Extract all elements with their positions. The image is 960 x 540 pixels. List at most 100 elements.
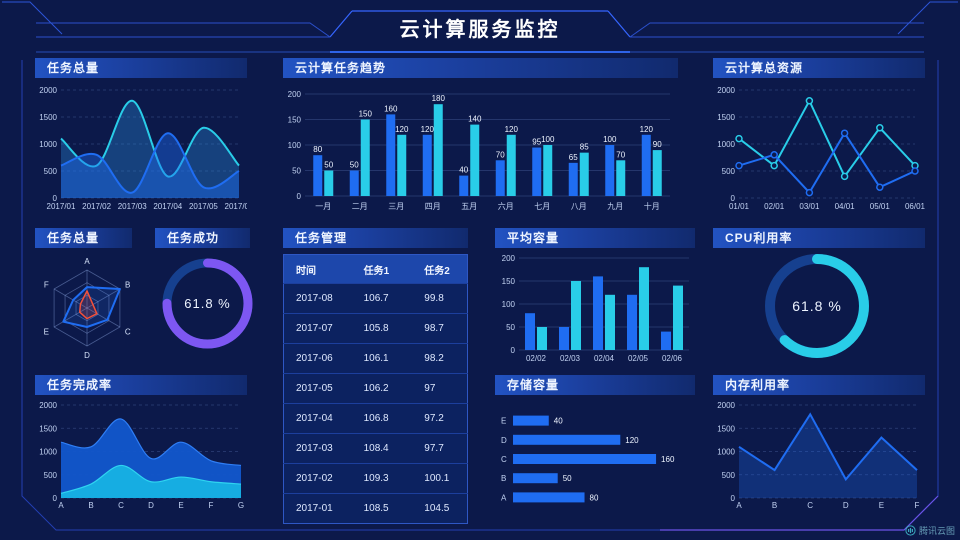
table-row: 2017-01 108.5 104.5: [283, 493, 468, 524]
table-cell: 104.5: [412, 493, 468, 524]
svg-text:2017/04: 2017/04: [153, 202, 182, 211]
svg-text:F: F: [44, 281, 49, 290]
table-cell: 106.8: [351, 403, 413, 434]
svg-text:02/04: 02/04: [594, 354, 615, 363]
table-cell: 2017-07: [283, 313, 352, 344]
svg-text:40: 40: [459, 166, 468, 175]
svg-text:D: D: [501, 436, 507, 445]
svg-text:02/02: 02/02: [526, 354, 547, 363]
panel-task-completion: 任务完成率 0 500 1000 1500 2000 A B C D E F G: [35, 375, 247, 511]
panel-title: 云计算任务趋势: [283, 58, 678, 78]
svg-text:0: 0: [53, 494, 58, 503]
svg-text:E: E: [44, 328, 49, 337]
header: 云计算服务监控: [0, 0, 960, 42]
svg-text:2000: 2000: [717, 86, 735, 95]
table-cell: 98.2: [412, 343, 468, 374]
svg-text:A: A: [58, 501, 64, 510]
table-cell: 100.1: [412, 463, 468, 494]
table-row: 2017-06 106.1 98.2: [283, 343, 468, 374]
svg-text:140: 140: [468, 115, 482, 124]
panel-title: CPU利用率: [713, 228, 925, 248]
svg-text:C: C: [125, 328, 131, 337]
memory-line-chart: 0 500 1000 1500 2000 A B C D E F: [717, 401, 919, 510]
svg-text:C: C: [118, 501, 124, 510]
svg-text:2000: 2000: [39, 401, 57, 410]
svg-text:D: D: [843, 501, 849, 510]
svg-text:85: 85: [580, 143, 589, 152]
panel-title: 任务管理: [283, 228, 468, 248]
panel-title: 任务总量: [35, 228, 132, 248]
table-cell: 2017-02: [283, 463, 352, 494]
table-row: 2017-02 109.3 100.1: [283, 463, 468, 494]
table-row: 2017-04 106.8 97.2: [283, 403, 468, 434]
svg-text:06/01: 06/01: [905, 202, 925, 211]
svg-text:80: 80: [313, 145, 322, 154]
svg-text:A: A: [736, 501, 742, 510]
svg-text:2017/02: 2017/02: [82, 202, 111, 211]
task-total-radar-chart: A B C D E F: [44, 257, 131, 360]
svg-text:100: 100: [288, 141, 302, 150]
panel-cloud-resources: 云计算总资源 0 500 1000 1500 2000 01/01 02/01 03/01 04…: [713, 58, 925, 212]
svg-text:B: B: [88, 501, 93, 510]
table-row: 2017-08 106.7 99.8: [283, 283, 468, 314]
panel-title: 任务成功: [155, 228, 250, 248]
svg-text:2017/06: 2017/06: [225, 202, 247, 211]
svg-text:180: 180: [432, 94, 446, 103]
svg-text:160: 160: [661, 455, 675, 464]
table-cell: 106.2: [351, 373, 413, 404]
svg-text:500: 500: [44, 471, 58, 480]
svg-text:1000: 1000: [717, 448, 735, 457]
task-success-value: 61.8 %: [184, 296, 231, 311]
svg-text:四月: 四月: [425, 202, 441, 211]
svg-text:100: 100: [502, 300, 516, 309]
svg-text:80: 80: [590, 493, 599, 502]
svg-text:50: 50: [324, 161, 333, 170]
svg-text:六月: 六月: [498, 201, 514, 211]
table-cell: 97.7: [412, 433, 468, 464]
panel-title: 任务总量: [35, 58, 247, 78]
svg-text:一月: 一月: [315, 202, 331, 211]
svg-text:500: 500: [44, 167, 58, 176]
svg-text:二月: 二月: [352, 202, 368, 211]
svg-text:200: 200: [288, 90, 302, 99]
svg-text:02/05: 02/05: [628, 354, 649, 363]
watermark: 腾讯云图: [905, 524, 955, 537]
svg-text:100: 100: [603, 135, 617, 144]
svg-text:2017/05: 2017/05: [189, 202, 218, 211]
svg-text:2000: 2000: [39, 86, 57, 95]
svg-text:120: 120: [625, 436, 639, 445]
svg-text:65: 65: [569, 153, 578, 162]
cpu-usage-value: 61.8 %: [792, 298, 842, 314]
storage-hbar-chart: E 40 D 120 C 160 B 50 A 80: [501, 415, 675, 503]
table-cell: 105.8: [351, 313, 413, 344]
svg-text:40: 40: [554, 417, 563, 426]
svg-text:E: E: [879, 501, 884, 510]
watermark-label: 腾讯云图: [918, 526, 955, 536]
svg-text:A: A: [501, 493, 507, 502]
svg-text:B: B: [772, 501, 777, 510]
svg-text:F: F: [209, 501, 214, 510]
svg-text:九月: 九月: [607, 202, 623, 211]
panel-title: 存储容量: [495, 375, 695, 395]
svg-text:0: 0: [297, 192, 302, 201]
table-cell: 99.8: [412, 283, 468, 314]
svg-text:E: E: [178, 501, 183, 510]
svg-text:五月: 五月: [461, 202, 477, 211]
svg-text:50: 50: [563, 474, 572, 483]
svg-text:A: A: [84, 257, 90, 266]
svg-text:1500: 1500: [717, 113, 735, 122]
svg-text:70: 70: [616, 150, 625, 159]
table-cell: 2017-06: [283, 343, 352, 374]
svg-text:1000: 1000: [39, 140, 57, 149]
svg-text:200: 200: [502, 254, 516, 263]
svg-text:B: B: [501, 474, 506, 483]
svg-text:1500: 1500: [717, 424, 735, 433]
svg-text:04/01: 04/01: [835, 202, 856, 211]
svg-text:50: 50: [292, 167, 301, 176]
task-completion-area-chart: 0 500 1000 1500 2000 A B C D E F G: [39, 401, 244, 510]
svg-text:1000: 1000: [717, 140, 735, 149]
svg-text:02/03: 02/03: [560, 354, 581, 363]
panel-title: 任务完成率: [35, 375, 247, 395]
